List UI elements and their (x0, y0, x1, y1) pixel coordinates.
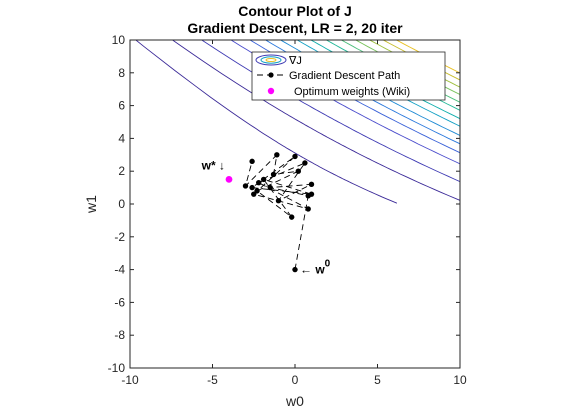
legend-label-path: Gradient Descent Path (289, 70, 400, 82)
start-annotation: ← w0 (300, 259, 331, 277)
y-axis: -10 -8 -6 -4 -2 0 2 4 6 8 10 (108, 33, 460, 375)
gradient-path-point (267, 184, 273, 191)
legend-box (251, 51, 446, 101)
x-axis: -10 -5 0 5 10 (121, 40, 467, 387)
gradient-path-point (249, 184, 255, 191)
gradient-path-point (249, 158, 255, 165)
legend-optimum-swatch (267, 87, 275, 95)
gradient-path-point (251, 191, 257, 197)
gradient-path-point (260, 176, 267, 183)
annotations: w* ↓ ← w0 (201, 158, 331, 276)
gradient-path-point (254, 188, 260, 194)
contour-level-line (135, 40, 398, 204)
y-tick-label: 8 (118, 66, 125, 80)
gradient-path-point (256, 179, 262, 186)
y-tick-label: 0 (118, 197, 125, 211)
contour-level-line (340, 40, 460, 103)
y-tick-label: 6 (118, 99, 125, 113)
y-tick-label: -10 (108, 361, 126, 375)
y-tick-label: 2 (118, 164, 125, 178)
y-tick-label: -2 (114, 230, 125, 244)
optimum-annotation: w* ↓ (201, 158, 225, 172)
contour-level-line (171, 40, 460, 201)
gradient-path-point (292, 266, 298, 273)
chart-subtitle: Gradient Descent, LR = 2, 20 iter (187, 20, 403, 36)
y-tick-label: -4 (114, 263, 125, 277)
y-tick-label: -8 (114, 328, 125, 342)
legend-label-optimum: Optimum weights (Wiki) (294, 86, 410, 98)
x-tick-label: 10 (453, 373, 467, 387)
chart-title: Contour Plot of J (238, 3, 352, 19)
contour-level-line (200, 40, 460, 183)
gradient-path-point (242, 183, 249, 189)
gradient-path-point (308, 181, 315, 188)
y-tick-label: 10 (112, 33, 126, 47)
gradient-path-point (289, 214, 295, 220)
x-tick-label: 0 (292, 373, 299, 387)
gradient-path-point (295, 168, 301, 174)
y-tick-label: -6 (114, 295, 125, 309)
legend-contour-swatch (255, 54, 287, 66)
gradient-descent-path (242, 152, 315, 273)
gradient-path-point (275, 198, 282, 204)
gradient-path-point (270, 171, 277, 178)
x-tick-label: 5 (374, 373, 381, 387)
gradient-path-point (305, 206, 311, 212)
y-axis-label: w1 (83, 195, 99, 214)
y-tick-label: 4 (118, 131, 125, 145)
contour-level-line (354, 40, 460, 96)
gradient-path-point (274, 152, 280, 158)
markers-layer (225, 176, 233, 183)
gradient-path-point (302, 160, 308, 166)
legend-path-swatch (257, 72, 286, 78)
contour-level-line (230, 40, 460, 165)
optimum-weights-point (225, 176, 233, 183)
x-axis-label: w0 (285, 393, 304, 409)
start-annotation-superscript: 0 (325, 259, 331, 270)
x-tick-label: -10 (121, 373, 139, 387)
gradient-path-point (308, 191, 315, 197)
legend-label-contour: ∇J (288, 55, 302, 67)
x-tick-label: -5 (207, 373, 218, 387)
legend: ∇J Gradient Descent Path Optimum weights… (251, 51, 446, 101)
gradient-path-point (292, 153, 298, 160)
